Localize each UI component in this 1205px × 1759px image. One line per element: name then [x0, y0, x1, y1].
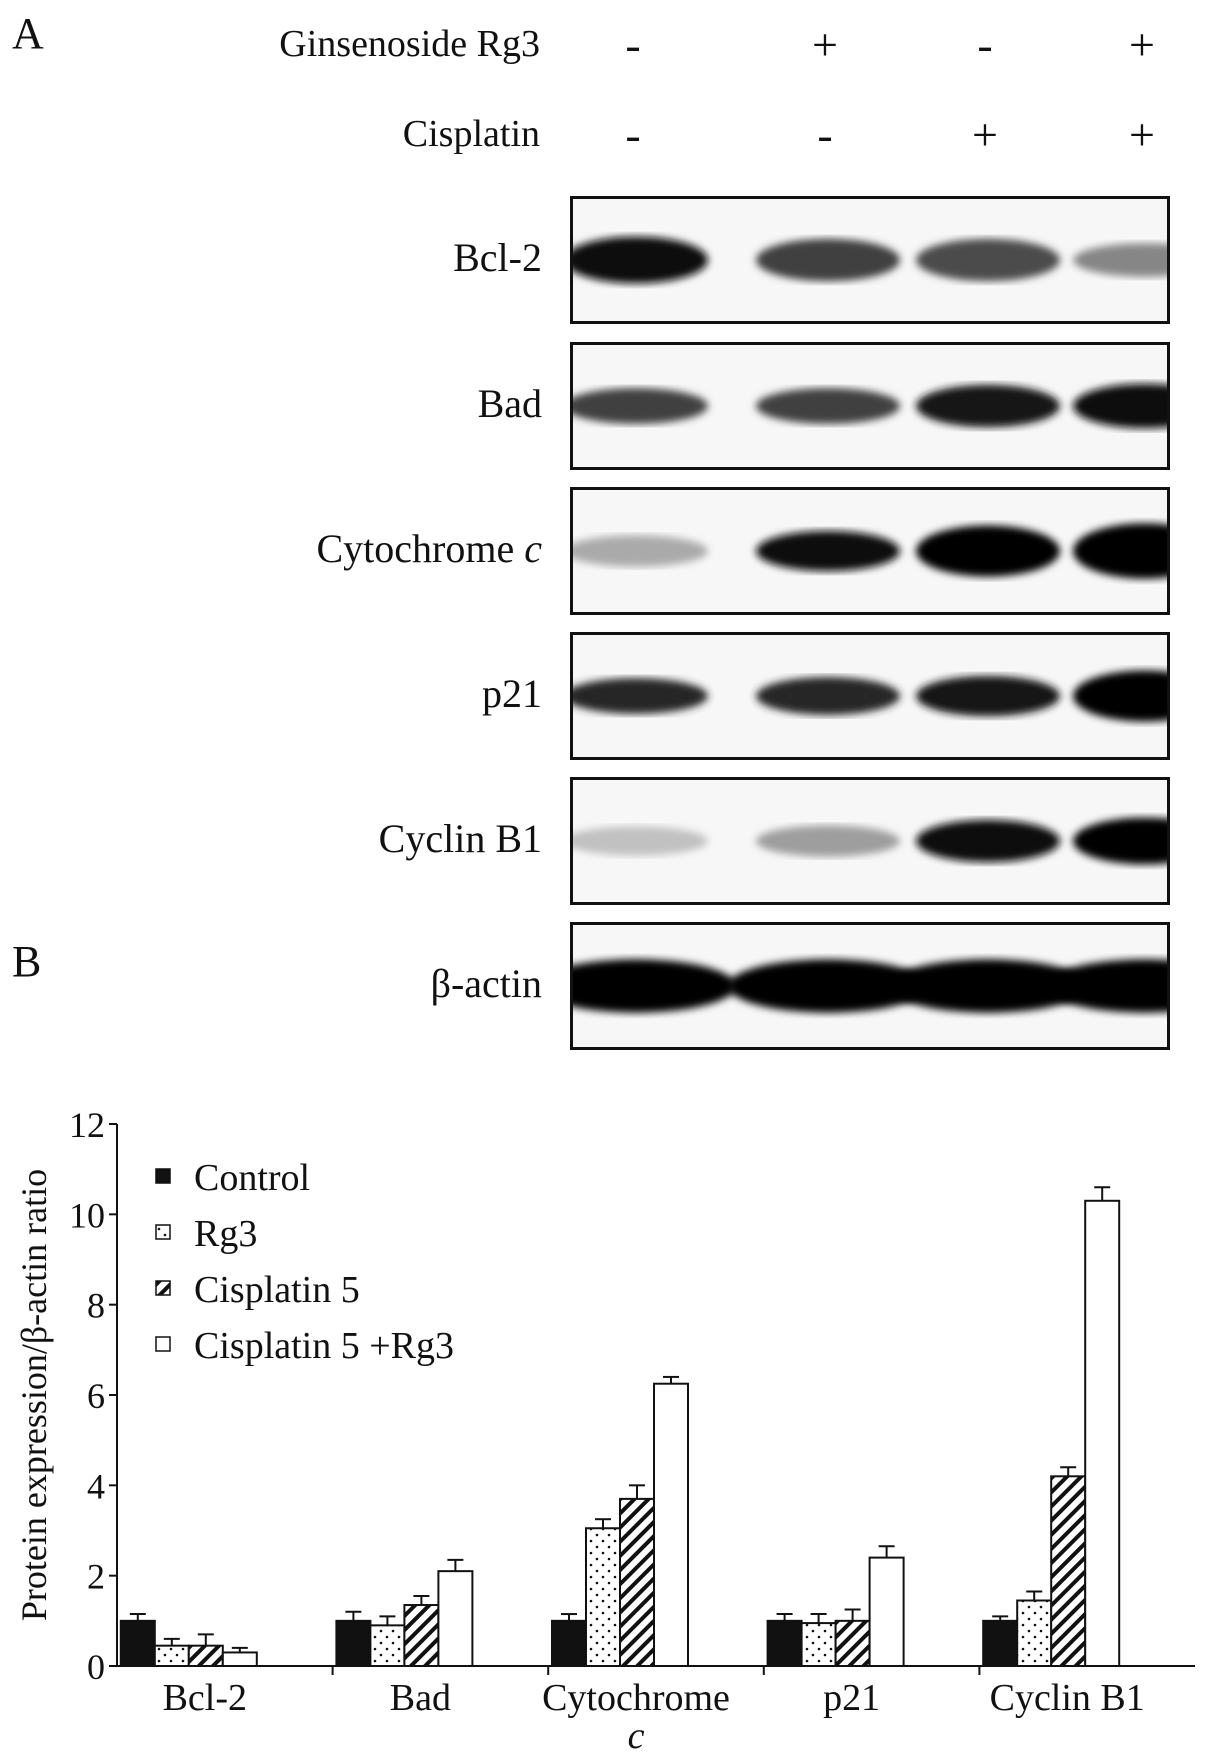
bar [982, 1619, 1019, 1667]
blot-band [573, 959, 736, 1013]
condition-sign: - [977, 19, 993, 70]
blot-band [756, 677, 900, 715]
blot-band [1073, 383, 1167, 429]
bar [800, 1622, 837, 1668]
blot-band [573, 826, 708, 856]
blot-band [573, 535, 708, 567]
bar [551, 1619, 587, 1667]
panel-b-letter: B [12, 937, 42, 986]
blot-band [756, 825, 900, 857]
y-tick-label: 10 [69, 1195, 105, 1235]
blot-band [573, 388, 708, 424]
y-axis-label: Protein expression/β-actin ratio [14, 1169, 54, 1621]
bar [653, 1382, 689, 1667]
y-tick-label: 6 [87, 1376, 105, 1416]
blot-band [1073, 243, 1167, 277]
x-tick-label: p21 [823, 1677, 880, 1719]
y-tick-label: 0 [87, 1647, 105, 1687]
bar [403, 1604, 440, 1668]
x-tick-label: Cytochrome [542, 1677, 730, 1719]
condition-sign: - [625, 109, 641, 160]
blot-band [916, 525, 1060, 577]
condition-sign: + [812, 19, 838, 70]
blot-label: Cytochrome c [316, 526, 543, 571]
y-tick-label: 2 [87, 1557, 105, 1597]
bar [335, 1619, 372, 1667]
bar [619, 1497, 655, 1667]
legend-label: Control [194, 1157, 310, 1199]
blot-image [570, 922, 1170, 1050]
bar-chart: 0 2 4 6 8 10 12 Protein expression/β-actin rati… [14, 1105, 1195, 1757]
bar [1050, 1475, 1087, 1667]
blot-band [916, 675, 1060, 717]
condition-sign: + [1129, 109, 1155, 160]
blot-image [570, 487, 1170, 615]
blot-label: Bad [477, 381, 542, 426]
bar [1084, 1199, 1121, 1668]
blot-band [756, 530, 900, 572]
blot-band [728, 959, 928, 1013]
x-tick-label: c [628, 1715, 645, 1757]
condition-label: Cisplatin [402, 113, 540, 155]
blot-label: Cyclin B1 [378, 816, 542, 861]
legend-label: Cisplatin 5 [194, 1269, 360, 1311]
bar [437, 1570, 474, 1667]
blot-band [573, 678, 708, 714]
bar [187, 1644, 224, 1667]
blot-label: p21 [482, 671, 542, 716]
condition-sign: - [625, 19, 641, 70]
blot-band [1045, 959, 1167, 1013]
bar [1016, 1599, 1053, 1668]
legend-label: Rg3 [194, 1213, 257, 1255]
bar [868, 1556, 905, 1668]
legend-label: Cisplatin 5 +Rg3 [194, 1325, 454, 1367]
condition-sign: + [972, 109, 998, 160]
blot-band [756, 238, 900, 282]
legend-swatch [155, 1224, 171, 1240]
y-tick-label: 4 [87, 1466, 105, 1506]
blot-band [573, 236, 708, 284]
panel-a-letter: A [12, 9, 44, 58]
bar [119, 1619, 156, 1667]
blot-label: β-actin [430, 961, 542, 1006]
blot-band [1073, 817, 1167, 865]
bar [766, 1619, 803, 1667]
bar [221, 1651, 258, 1668]
legend-swatch [155, 1336, 171, 1352]
x-tick-label: Bad [390, 1677, 451, 1719]
blot-band [916, 238, 1060, 282]
condition-sign: + [1129, 19, 1155, 70]
condition-sign: - [817, 109, 833, 160]
condition-label: Ginsenoside Rg3 [279, 23, 540, 65]
legend-swatch [155, 1280, 171, 1296]
blot-band [916, 384, 1060, 428]
blot-image [570, 196, 1170, 324]
blot-image [570, 342, 1170, 470]
y-tick-label: 8 [87, 1286, 105, 1326]
blot-band [756, 388, 900, 424]
blot-band [1073, 523, 1167, 579]
blot-band [916, 819, 1060, 863]
blot-image [570, 777, 1170, 905]
legend-swatch [155, 1168, 171, 1184]
blot-label: Bcl-2 [453, 235, 542, 280]
bar [585, 1527, 621, 1667]
x-tick-label: Bcl-2 [163, 1677, 247, 1719]
blot-image [570, 632, 1170, 760]
bar [834, 1619, 871, 1667]
blot-band [1073, 670, 1167, 722]
blot-band [888, 959, 1088, 1013]
x-tick-label: Cyclin B1 [990, 1677, 1145, 1719]
bar [369, 1624, 406, 1667]
y-tick-label: 12 [69, 1105, 105, 1145]
bar [153, 1644, 190, 1667]
